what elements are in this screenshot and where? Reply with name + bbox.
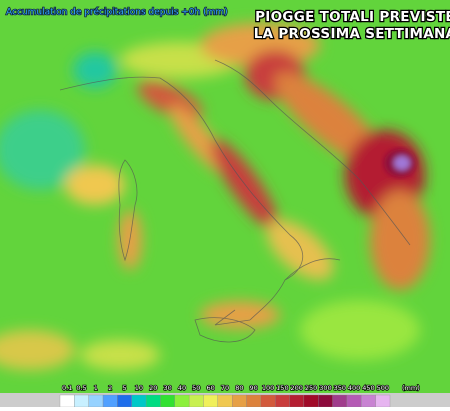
legend-swatch [289, 394, 305, 408]
legend-label: 100 [262, 384, 274, 392]
legend-label: 30 [163, 384, 171, 392]
legend-label: 200 [291, 384, 303, 392]
legend-unit: (mm) [402, 384, 420, 392]
legend-swatch [131, 394, 147, 408]
legend-swatch [74, 394, 89, 408]
legend-label: 150 [276, 384, 288, 392]
legend-label: 40 [178, 384, 186, 392]
legend-swatch [217, 394, 233, 408]
legend-swatch [375, 394, 391, 408]
legend-label: 80 [235, 384, 243, 392]
legend-label: 1 [94, 384, 98, 392]
legend-swatch [232, 394, 247, 408]
legend-swatch [188, 394, 204, 408]
legend-swatch [59, 394, 75, 408]
title-line: PIOGGE TOTALI PREVISTE [255, 9, 450, 25]
legend: 0.1 0.5 1 2 5 10 20 30 40 50 60 70 80 90 100 150 200 250 3… [0, 383, 450, 408]
legend-label: 70 [221, 384, 229, 392]
legend-label: 20 [149, 384, 157, 392]
subtitle: Accumulation de précipitations depuis +0… [6, 7, 228, 18]
legend-swatch [174, 394, 190, 408]
legend-label: 250 [305, 384, 317, 392]
precipitation-peak [384, 149, 416, 177]
legend-swatch [145, 394, 161, 408]
legend-label: 2 [108, 384, 112, 392]
legend-swatch [102, 394, 118, 408]
legend-swatch [318, 394, 333, 408]
legend-swatch [88, 394, 104, 408]
legend-label: 300 [319, 384, 331, 392]
legend-label: 500 [377, 384, 389, 392]
legend-swatch [346, 394, 362, 408]
legend-swatch [260, 394, 276, 408]
legend-label: 50 [192, 384, 200, 392]
legend-swatch [246, 394, 262, 408]
legend-label: 0.1 [62, 384, 72, 392]
legend-swatch [332, 394, 348, 408]
legend-swatch [361, 394, 376, 408]
legend-label: 450 [362, 384, 374, 392]
legend-swatch [117, 394, 132, 408]
legend-label: 60 [207, 384, 215, 392]
legend-label: 400 [348, 384, 360, 392]
legend-swatch [303, 394, 319, 408]
legend-swatch [203, 394, 218, 408]
legend-label: 10 [135, 384, 143, 392]
legend-swatch [275, 394, 290, 408]
legend-label: 350 [334, 384, 346, 392]
legend-label: 90 [250, 384, 258, 392]
title-line: LA PROSSIMA SETTIMANA [254, 26, 450, 42]
legend-label: 0.5 [76, 384, 86, 392]
coastlines [59, 59, 411, 343]
legend-swatch [160, 394, 175, 408]
legend-label: 5 [122, 384, 126, 392]
